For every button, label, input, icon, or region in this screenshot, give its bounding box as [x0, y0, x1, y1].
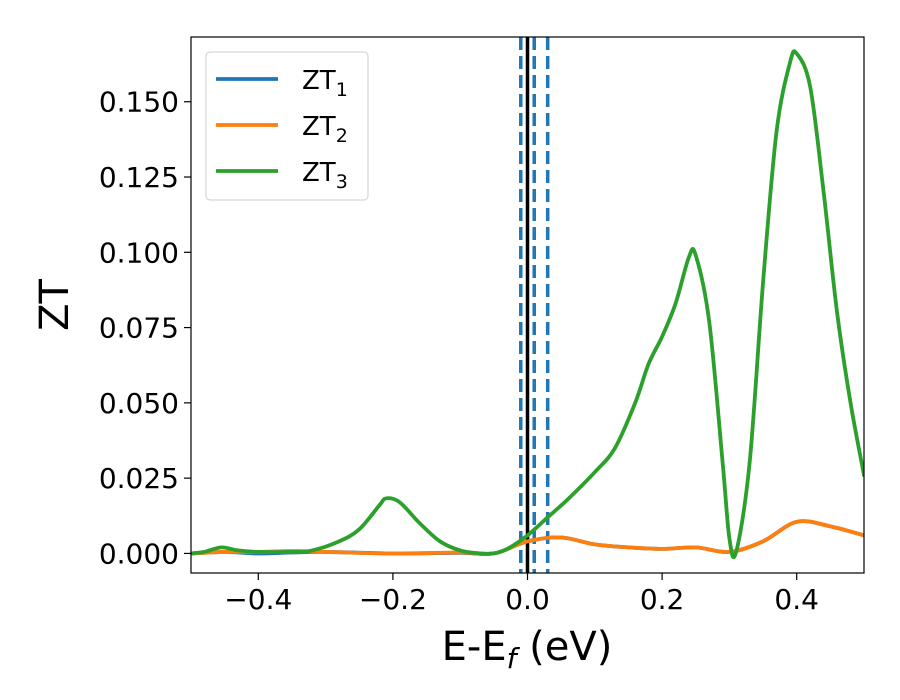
series-line-zt3 — [191, 49, 864, 560]
legend-label: ZT3 — [302, 158, 348, 193]
legend-box — [205, 51, 369, 201]
y-tick-label: 0.000 — [99, 537, 179, 570]
series-layer — [191, 49, 864, 560]
x-tick-label: −0.2 — [359, 583, 427, 616]
y-axis: 0.000 0.025 0.050 0.075 0.100 0.125 0.150 — [99, 86, 191, 570]
legend-label: ZT2 — [302, 112, 348, 147]
x-tick-label: 0.4 — [774, 583, 819, 616]
y-tick-label: 0.025 — [99, 462, 179, 495]
y-axis-label: ZT — [32, 279, 78, 331]
x-tick-label: 0.2 — [640, 583, 685, 616]
y-tick-label: 0.150 — [99, 86, 179, 119]
y-tick-label: 0.050 — [99, 387, 179, 420]
x-tick-label: −0.4 — [224, 583, 292, 616]
x-axis-label: E-Ef (eV) — [442, 624, 613, 675]
legend: ZT1 ZT2 ZT3 — [205, 51, 369, 201]
legend-label: ZT1 — [302, 66, 348, 101]
y-tick-label: 0.125 — [99, 161, 179, 194]
y-tick-label: 0.075 — [99, 312, 179, 345]
y-tick-label: 0.100 — [99, 236, 179, 269]
fermi-level-lines — [519, 37, 550, 573]
x-axis: −0.4 −0.2 0.0 0.2 0.4 — [224, 573, 819, 616]
x-tick-label: 0.0 — [505, 583, 550, 616]
